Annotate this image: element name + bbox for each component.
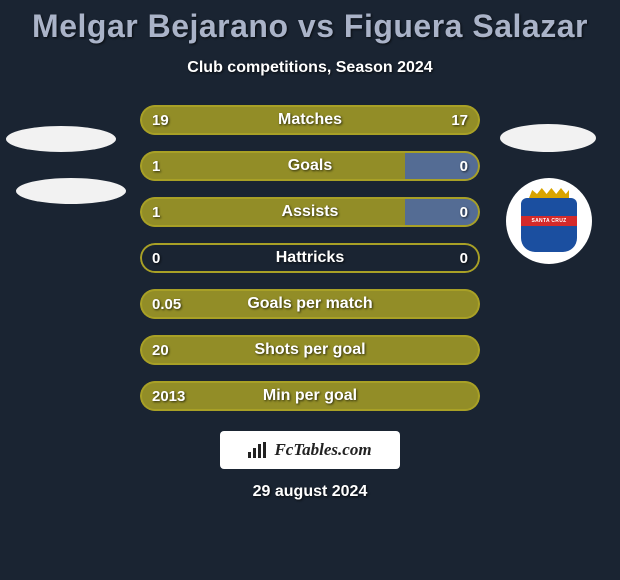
club-badge-text: SANTA CRUZ [521,216,577,226]
stat-label: Goals [140,151,480,181]
club-badge-right: SANTA CRUZ [506,178,592,264]
stat-row: 10Assists [140,197,480,227]
stat-row: 20Shots per goal [140,335,480,365]
club-badge-shield-icon: SANTA CRUZ [521,198,577,252]
comparison-infographic: Melgar Bejarano vs Figuera Salazar Club … [0,0,620,580]
player-photo-placeholder-left-2 [16,178,126,204]
player-photo-placeholder-right [500,124,596,152]
stat-label: Hattricks [140,243,480,273]
site-label: FcTables.com [274,440,371,460]
stat-label: Min per goal [140,381,480,411]
page-title: Melgar Bejarano vs Figuera Salazar [0,8,620,45]
stat-label: Matches [140,105,480,135]
stat-row: 10Goals [140,151,480,181]
stat-label: Shots per goal [140,335,480,365]
stat-label: Assists [140,197,480,227]
stat-row: 1917Matches [140,105,480,135]
site-logo[interactable]: FcTables.com [220,431,400,469]
stats-bars: 1917Matches 10Goals 10Assists 00Hattricks 0.… [140,105,480,411]
stat-row: 2013Min per goal [140,381,480,411]
stat-label: Goals per match [140,289,480,319]
bar-chart-icon [248,442,268,458]
stat-row: 00Hattricks [140,243,480,273]
stat-row: 0.05Goals per match [140,289,480,319]
date-label: 29 august 2024 [0,483,620,501]
club-badge-crown-icon [529,188,569,198]
page-subtitle: Club competitions, Season 2024 [0,59,620,77]
player-photo-placeholder-left-1 [6,126,116,152]
club-badge-inner: SANTA CRUZ [519,188,579,254]
